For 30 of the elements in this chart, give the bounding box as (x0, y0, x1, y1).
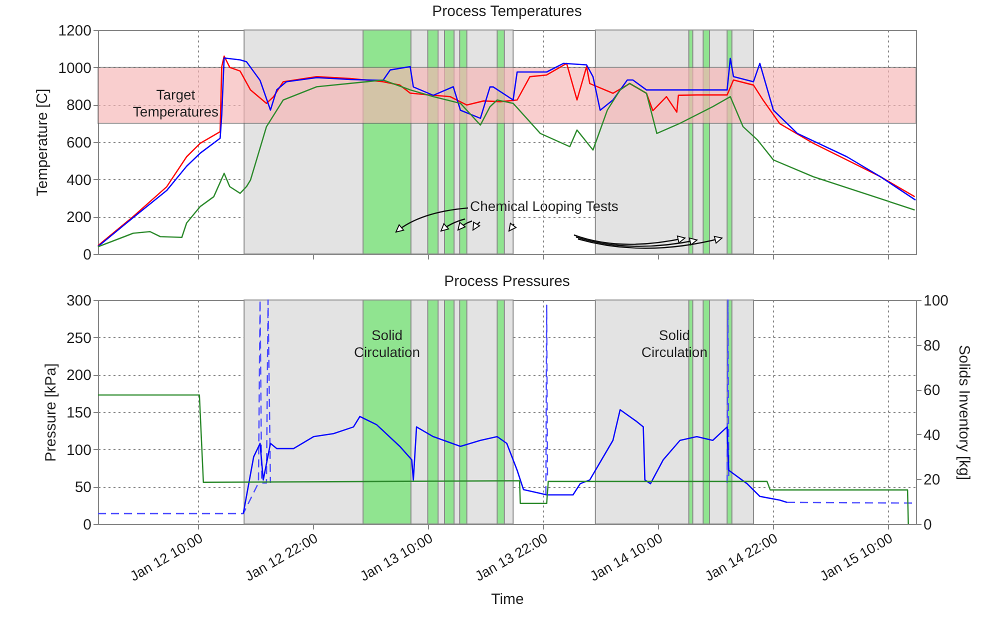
y-tick-label: 600 (66, 134, 92, 152)
x-axis-title: Time (491, 591, 524, 608)
band-label: Solid Circulation (354, 326, 420, 360)
y-tick-label: 200 (66, 367, 92, 384)
chart-title: Process Temperatures (432, 3, 582, 20)
annotation: Chemical Looping Tests (470, 198, 618, 214)
y2-tick-label: 40 (924, 426, 940, 444)
y2-tick-label: 80 (924, 337, 940, 354)
y-tick-label: 800 (66, 97, 92, 114)
y-tick-label: 0 (83, 516, 92, 534)
y2-tick-label: 0 (924, 516, 932, 534)
y-tick-label: 50 (74, 479, 92, 496)
y-tick-label: 1000 (58, 60, 92, 77)
y2-tick-label: 100 (924, 292, 949, 310)
y-tick-label: 100 (66, 442, 92, 459)
band-label: Solid Circulation (641, 326, 708, 360)
y-tick-label: 1200 (58, 22, 92, 40)
band-label: Target Temperatures (132, 86, 219, 120)
chart-title: Process Pressures (444, 273, 570, 290)
y-axis-title: Temperature [C] (34, 88, 52, 196)
y2-tick-label: 60 (924, 382, 940, 400)
y-tick-label: 400 (66, 172, 92, 189)
y-tick-label: 0 (83, 246, 92, 264)
y-tick-label: 300 (66, 292, 92, 310)
y2-tick-label: 20 (924, 472, 940, 489)
y-tick-label: 250 (66, 330, 92, 347)
y-axis-title: Pressure [kPa] (42, 363, 60, 462)
y-tick-label: 150 (66, 404, 92, 422)
y-tick-label: 200 (66, 209, 92, 226)
y2-axis-title: Solids Inventory [kg] (956, 344, 973, 480)
